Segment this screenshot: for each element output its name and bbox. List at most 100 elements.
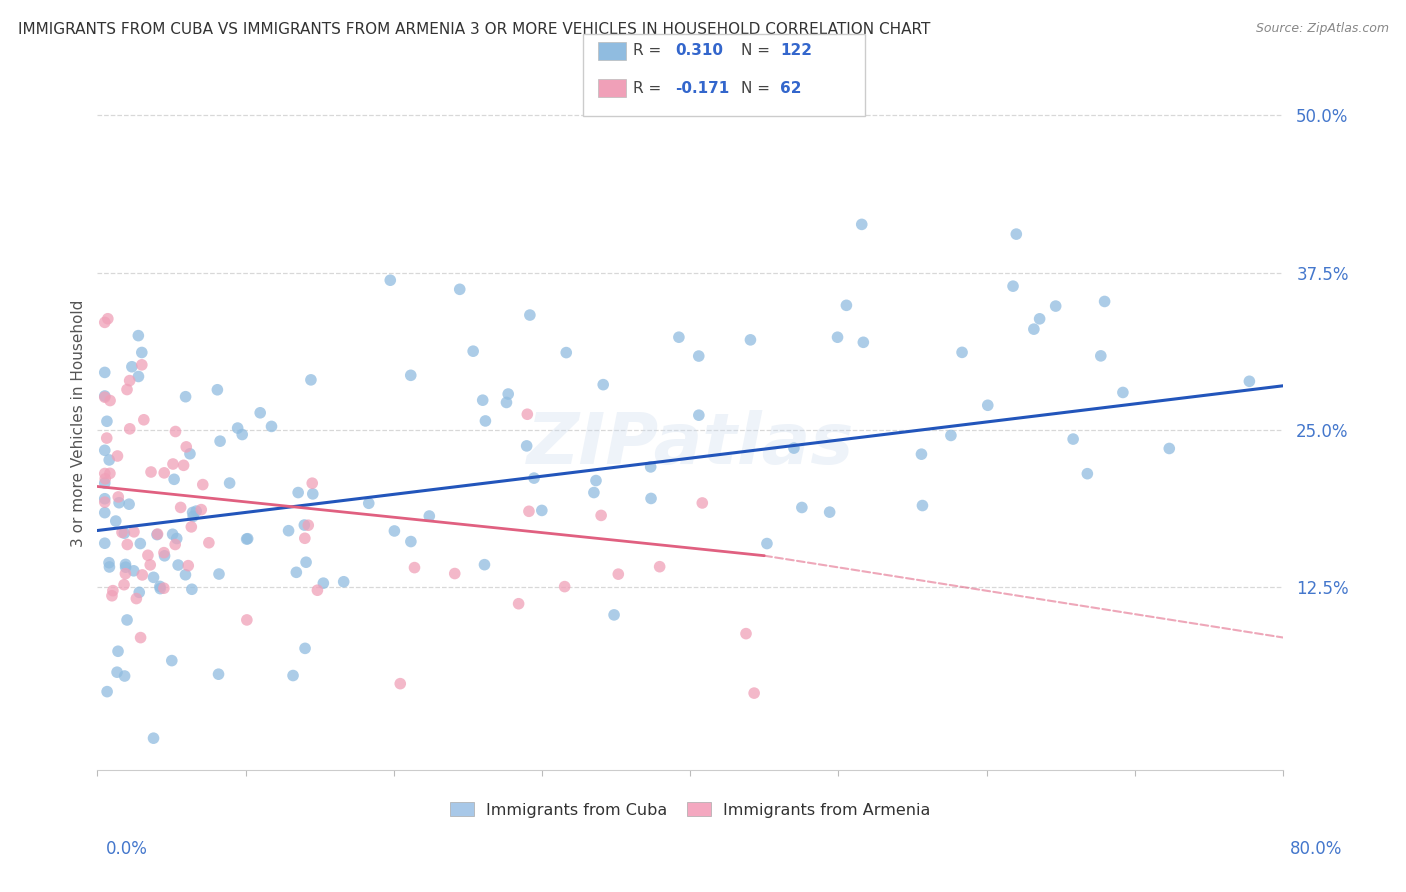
- Point: [94, 389, 117, 403]
- Point: [380, 273, 402, 287]
- Point: [582, 485, 605, 500]
- Point: [108, 496, 131, 510]
- Text: -0.171: -0.171: [675, 81, 730, 95]
- Point: [146, 527, 169, 541]
- Point: [146, 527, 169, 541]
- Point: [301, 476, 323, 491]
- Point: [98, 393, 121, 408]
- Point: [98, 467, 121, 481]
- Point: [149, 579, 172, 593]
- Point: [94, 472, 117, 486]
- Point: [174, 390, 197, 404]
- Point: [115, 383, 138, 397]
- Point: [463, 344, 485, 359]
- Point: [851, 218, 873, 232]
- Point: [94, 443, 117, 458]
- Point: [474, 414, 496, 428]
- Text: N =: N =: [741, 44, 775, 58]
- Point: [519, 308, 541, 322]
- Point: [495, 395, 517, 409]
- Point: [389, 676, 412, 690]
- Point: [118, 422, 141, 436]
- Point: [107, 644, 129, 658]
- Point: [169, 500, 191, 515]
- Point: [1002, 279, 1025, 293]
- Point: [101, 583, 124, 598]
- Point: [180, 582, 202, 597]
- Point: [530, 503, 553, 517]
- Point: [281, 668, 304, 682]
- Point: [94, 491, 117, 506]
- Point: [177, 558, 200, 573]
- Point: [297, 518, 319, 533]
- Point: [249, 406, 271, 420]
- Point: [950, 345, 973, 359]
- Point: [96, 431, 118, 445]
- Point: [94, 536, 117, 550]
- Point: [755, 536, 778, 550]
- Point: [139, 465, 162, 479]
- Point: [1005, 227, 1028, 241]
- Point: [98, 453, 121, 467]
- Point: [591, 508, 613, 523]
- Text: 0.0%: 0.0%: [105, 840, 148, 858]
- Text: Source: ZipAtlas.com: Source: ZipAtlas.com: [1256, 22, 1389, 36]
- Point: [292, 518, 315, 533]
- Point: [517, 504, 540, 518]
- Point: [294, 531, 316, 545]
- Point: [1028, 311, 1050, 326]
- Text: 62: 62: [780, 81, 801, 95]
- Point: [818, 505, 841, 519]
- Y-axis label: 3 or more Vehicles in Household: 3 or more Vehicles in Household: [72, 300, 86, 547]
- Point: [226, 421, 249, 435]
- Point: [231, 427, 253, 442]
- Text: 80.0%: 80.0%: [1291, 840, 1343, 858]
- Point: [235, 532, 257, 546]
- Point: [190, 502, 212, 516]
- Point: [112, 577, 135, 591]
- Point: [207, 383, 229, 397]
- Point: [977, 398, 1000, 412]
- Point: [523, 471, 546, 485]
- Text: 0.310: 0.310: [675, 44, 723, 58]
- Point: [1094, 294, 1116, 309]
- Point: [131, 358, 153, 372]
- Point: [131, 568, 153, 582]
- Point: [174, 440, 197, 454]
- Point: [131, 345, 153, 359]
- Point: [554, 580, 576, 594]
- Point: [332, 574, 354, 589]
- Point: [307, 583, 329, 598]
- Point: [607, 567, 630, 582]
- Point: [285, 566, 308, 580]
- Point: [357, 496, 380, 510]
- Point: [790, 500, 813, 515]
- Point: [312, 576, 335, 591]
- Point: [107, 449, 129, 463]
- Point: [287, 485, 309, 500]
- Point: [640, 491, 662, 506]
- Point: [94, 495, 117, 509]
- Point: [939, 428, 962, 442]
- Point: [94, 476, 117, 491]
- Point: [125, 591, 148, 606]
- Point: [1076, 467, 1098, 481]
- Point: [592, 377, 614, 392]
- Point: [163, 472, 186, 486]
- Point: [153, 581, 176, 595]
- Point: [443, 566, 465, 581]
- Point: [474, 558, 496, 572]
- Point: [94, 315, 117, 329]
- Point: [740, 333, 762, 347]
- Point: [107, 490, 129, 504]
- Point: [399, 368, 422, 383]
- Text: R =: R =: [633, 44, 666, 58]
- Point: [114, 560, 136, 574]
- Point: [162, 457, 184, 471]
- Point: [295, 555, 318, 569]
- Point: [174, 567, 197, 582]
- Point: [128, 585, 150, 599]
- Point: [114, 566, 136, 581]
- Point: [299, 373, 322, 387]
- Point: [181, 509, 204, 524]
